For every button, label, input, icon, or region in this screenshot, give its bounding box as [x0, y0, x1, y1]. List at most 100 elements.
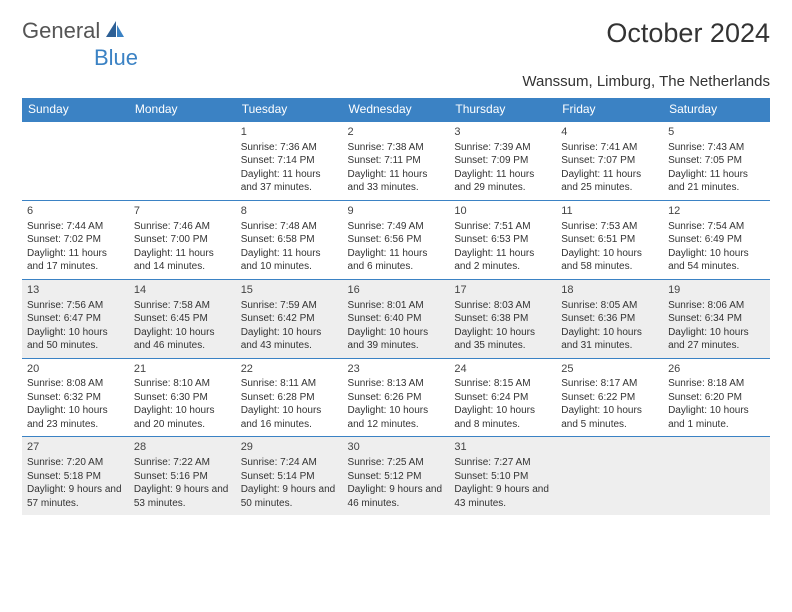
calendar-table: SundayMondayTuesdayWednesdayThursdayFrid… [22, 98, 770, 515]
dayhead-friday: Friday [556, 98, 663, 122]
day-sunrise: Sunrise: 8:18 AM [668, 377, 765, 391]
day-number: 31 [454, 440, 551, 455]
day-sunset: Sunset: 6:45 PM [134, 312, 231, 326]
day-daylight: Daylight: 10 hours and 35 minutes. [454, 326, 551, 353]
day-sunrise: Sunrise: 7:51 AM [454, 220, 551, 234]
day-sunset: Sunset: 5:16 PM [134, 470, 231, 484]
day-number: 16 [348, 283, 445, 298]
day-sunset: Sunset: 6:38 PM [454, 312, 551, 326]
calendar-cell: 7Sunrise: 7:46 AMSunset: 7:00 PMDaylight… [129, 200, 236, 279]
day-sunset: Sunset: 6:58 PM [241, 233, 338, 247]
brand-text-blue: Blue [94, 45, 138, 71]
day-daylight: Daylight: 11 hours and 10 minutes. [241, 247, 338, 274]
day-daylight: Daylight: 10 hours and 5 minutes. [561, 404, 658, 431]
day-sunrise: Sunrise: 7:24 AM [241, 456, 338, 470]
day-sunset: Sunset: 6:56 PM [348, 233, 445, 247]
day-daylight: Daylight: 9 hours and 50 minutes. [241, 483, 338, 510]
day-sunrise: Sunrise: 8:08 AM [27, 377, 124, 391]
day-daylight: Daylight: 11 hours and 21 minutes. [668, 168, 765, 195]
day-number: 26 [668, 362, 765, 377]
day-sunset: Sunset: 6:28 PM [241, 391, 338, 405]
day-daylight: Daylight: 10 hours and 16 minutes. [241, 404, 338, 431]
day-sunset: Sunset: 7:11 PM [348, 154, 445, 168]
calendar-cell: 17Sunrise: 8:03 AMSunset: 6:38 PMDayligh… [449, 279, 556, 358]
calendar-cell: 21Sunrise: 8:10 AMSunset: 6:30 PMDayligh… [129, 358, 236, 437]
dayhead-wednesday: Wednesday [343, 98, 450, 122]
day-daylight: Daylight: 10 hours and 58 minutes. [561, 247, 658, 274]
dayhead-sunday: Sunday [22, 98, 129, 122]
day-sunrise: Sunrise: 7:44 AM [27, 220, 124, 234]
day-daylight: Daylight: 10 hours and 23 minutes. [27, 404, 124, 431]
calendar-cell: 1Sunrise: 7:36 AMSunset: 7:14 PMDaylight… [236, 122, 343, 201]
day-daylight: Daylight: 11 hours and 29 minutes. [454, 168, 551, 195]
day-sunset: Sunset: 6:32 PM [27, 391, 124, 405]
day-sunrise: Sunrise: 7:54 AM [668, 220, 765, 234]
day-number: 20 [27, 362, 124, 377]
day-sunset: Sunset: 7:09 PM [454, 154, 551, 168]
day-number: 29 [241, 440, 338, 455]
calendar-cell: 12Sunrise: 7:54 AMSunset: 6:49 PMDayligh… [663, 200, 770, 279]
day-daylight: Daylight: 11 hours and 33 minutes. [348, 168, 445, 195]
day-daylight: Daylight: 10 hours and 20 minutes. [134, 404, 231, 431]
day-sunrise: Sunrise: 8:10 AM [134, 377, 231, 391]
day-sunrise: Sunrise: 7:20 AM [27, 456, 124, 470]
calendar-row: 27Sunrise: 7:20 AMSunset: 5:18 PMDayligh… [22, 437, 770, 515]
day-daylight: Daylight: 10 hours and 54 minutes. [668, 247, 765, 274]
calendar-cell: 19Sunrise: 8:06 AMSunset: 6:34 PMDayligh… [663, 279, 770, 358]
day-number: 10 [454, 204, 551, 219]
calendar-head: SundayMondayTuesdayWednesdayThursdayFrid… [22, 98, 770, 122]
dayhead-thursday: Thursday [449, 98, 556, 122]
calendar-cell: 9Sunrise: 7:49 AMSunset: 6:56 PMDaylight… [343, 200, 450, 279]
day-sunset: Sunset: 5:10 PM [454, 470, 551, 484]
calendar-row: 1Sunrise: 7:36 AMSunset: 7:14 PMDaylight… [22, 122, 770, 201]
day-daylight: Daylight: 11 hours and 25 minutes. [561, 168, 658, 195]
day-daylight: Daylight: 11 hours and 6 minutes. [348, 247, 445, 274]
day-daylight: Daylight: 10 hours and 46 minutes. [134, 326, 231, 353]
day-sunrise: Sunrise: 7:46 AM [134, 220, 231, 234]
calendar-row: 20Sunrise: 8:08 AMSunset: 6:32 PMDayligh… [22, 358, 770, 437]
day-sunset: Sunset: 6:26 PM [348, 391, 445, 405]
day-daylight: Daylight: 10 hours and 43 minutes. [241, 326, 338, 353]
day-sunset: Sunset: 6:30 PM [134, 391, 231, 405]
calendar-cell: 27Sunrise: 7:20 AMSunset: 5:18 PMDayligh… [22, 437, 129, 515]
day-daylight: Daylight: 9 hours and 53 minutes. [134, 483, 231, 510]
day-number: 2 [348, 125, 445, 140]
day-number: 23 [348, 362, 445, 377]
day-sunset: Sunset: 6:49 PM [668, 233, 765, 247]
day-sunrise: Sunrise: 7:48 AM [241, 220, 338, 234]
day-sunrise: Sunrise: 7:38 AM [348, 141, 445, 155]
dayhead-monday: Monday [129, 98, 236, 122]
day-daylight: Daylight: 10 hours and 12 minutes. [348, 404, 445, 431]
day-sunset: Sunset: 6:40 PM [348, 312, 445, 326]
day-number: 24 [454, 362, 551, 377]
day-sunset: Sunset: 6:24 PM [454, 391, 551, 405]
title-block: October 2024 [606, 18, 770, 49]
day-sunrise: Sunrise: 7:39 AM [454, 141, 551, 155]
day-sunset: Sunset: 7:07 PM [561, 154, 658, 168]
day-sunrise: Sunrise: 7:27 AM [454, 456, 551, 470]
day-number: 27 [27, 440, 124, 455]
day-sunset: Sunset: 6:34 PM [668, 312, 765, 326]
day-number: 12 [668, 204, 765, 219]
day-number: 17 [454, 283, 551, 298]
day-sunrise: Sunrise: 8:03 AM [454, 299, 551, 313]
day-daylight: Daylight: 10 hours and 8 minutes. [454, 404, 551, 431]
day-sunset: Sunset: 7:05 PM [668, 154, 765, 168]
calendar-cell: 25Sunrise: 8:17 AMSunset: 6:22 PMDayligh… [556, 358, 663, 437]
calendar-cell: 14Sunrise: 7:58 AMSunset: 6:45 PMDayligh… [129, 279, 236, 358]
day-sunrise: Sunrise: 7:53 AM [561, 220, 658, 234]
day-sunset: Sunset: 5:14 PM [241, 470, 338, 484]
day-number: 15 [241, 283, 338, 298]
calendar-row: 6Sunrise: 7:44 AMSunset: 7:02 PMDaylight… [22, 200, 770, 279]
calendar-cell: 15Sunrise: 7:59 AMSunset: 6:42 PMDayligh… [236, 279, 343, 358]
day-daylight: Daylight: 11 hours and 37 minutes. [241, 168, 338, 195]
day-daylight: Daylight: 9 hours and 46 minutes. [348, 483, 445, 510]
calendar-cell [22, 122, 129, 201]
calendar-cell: 8Sunrise: 7:48 AMSunset: 6:58 PMDaylight… [236, 200, 343, 279]
day-sunset: Sunset: 6:22 PM [561, 391, 658, 405]
calendar-row: 13Sunrise: 7:56 AMSunset: 6:47 PMDayligh… [22, 279, 770, 358]
day-number: 28 [134, 440, 231, 455]
day-sunrise: Sunrise: 7:58 AM [134, 299, 231, 313]
day-sunset: Sunset: 6:53 PM [454, 233, 551, 247]
brand-text-general: General [22, 18, 100, 44]
